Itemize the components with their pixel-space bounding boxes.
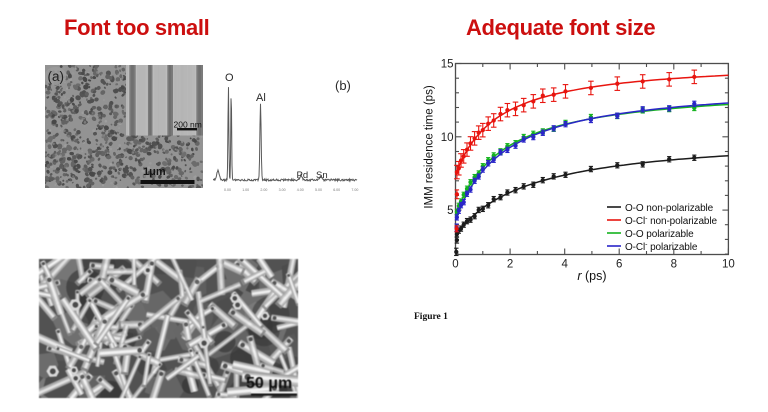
svg-text:5.00: 5.00 [315,188,322,192]
svg-text:Pd: Pd [297,170,309,181]
svg-text:3.00: 3.00 [279,188,286,192]
svg-text:0: 0 [452,259,458,271]
svg-text:(b): (b) [335,78,351,93]
svg-text:10: 10 [441,132,454,144]
svg-text:O-O non-polarizable: O-O non-polarizable [625,203,714,214]
svg-text:8: 8 [671,259,677,271]
svg-text:O-Cl- non-polarizable: O-Cl- non-polarizable [625,215,717,227]
svg-text:Al: Al [256,92,266,104]
svg-text:Sn: Sn [316,170,328,181]
svg-text:0.00: 0.00 [224,188,231,192]
svg-text:r (ps): r (ps) [577,269,606,283]
svg-text:6.00: 6.00 [333,188,340,192]
svg-text:O-Cl- polarizable: O-Cl- polarizable [625,241,698,253]
svg-text:50 μm: 50 μm [246,375,292,392]
svg-text:2: 2 [507,259,513,271]
svg-text:IMM residence time (ps): IMM residence time (ps) [424,85,436,209]
svg-text:6: 6 [616,259,622,271]
svg-text:(a): (a) [48,69,65,84]
svg-text:15: 15 [441,59,454,71]
svg-text:4: 4 [561,259,568,271]
svg-text:10: 10 [722,259,735,271]
svg-text:1.00: 1.00 [242,188,249,192]
svg-text:O: O [225,72,234,84]
svg-text:O-O polarizable: O-O polarizable [625,229,694,240]
svg-text:7.00: 7.00 [351,188,358,192]
svg-text:2.00: 2.00 [260,188,267,192]
svg-text:5: 5 [447,205,453,217]
svg-text:1μm: 1μm [143,166,166,178]
svg-text:4.00: 4.00 [297,188,304,192]
svg-text:200 nm: 200 nm [174,120,202,130]
